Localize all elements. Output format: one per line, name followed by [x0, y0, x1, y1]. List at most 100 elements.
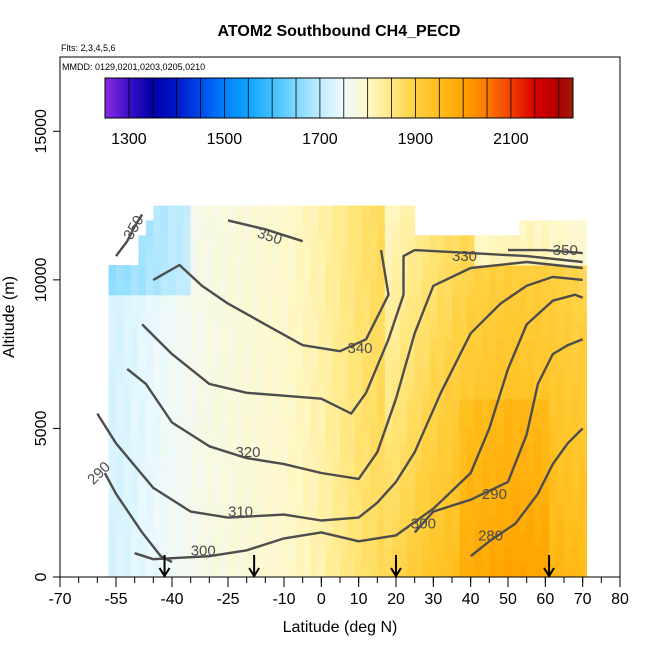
heatmap-cell	[429, 443, 438, 459]
heatmap-cell	[332, 279, 341, 296]
heatmap-cell	[116, 369, 125, 385]
heatmap-cell	[145, 413, 154, 430]
heatmap-cell	[549, 532, 558, 548]
heatmap-cell	[564, 502, 573, 519]
heatmap-cell	[332, 473, 341, 489]
colorbar-swatch	[116, 78, 120, 118]
heatmap-cell	[511, 250, 520, 266]
heatmap-cell	[549, 279, 558, 296]
colorbar-swatch	[549, 78, 553, 118]
heatmap-cell	[213, 487, 222, 504]
heatmap-cell	[242, 398, 251, 415]
colorbar-swatch	[188, 78, 192, 118]
heatmap-cell	[541, 502, 550, 519]
heatmap-cell	[481, 339, 490, 355]
heatmap-cell	[354, 354, 363, 370]
heatmap-cell	[116, 428, 125, 444]
heatmap-cell	[474, 547, 483, 563]
heatmap-cell	[422, 279, 431, 296]
heatmap-cell	[123, 398, 132, 415]
heatmap-cell	[578, 458, 587, 474]
heatmap-cell	[138, 532, 147, 548]
heatmap-cell	[459, 487, 468, 504]
heatmap-cell	[287, 532, 296, 548]
heatmap-cell	[496, 369, 505, 385]
heatmap-cell	[116, 339, 125, 355]
heatmap-cell	[452, 443, 461, 459]
y-tick-label: 15000	[33, 109, 50, 154]
heatmap-cell	[526, 309, 535, 326]
heatmap-cell	[108, 502, 117, 519]
colorbar-swatch	[128, 78, 132, 118]
heatmap-cell	[392, 458, 401, 474]
heatmap-cell	[242, 383, 251, 400]
heatmap-cell	[519, 265, 528, 281]
heatmap-cell	[384, 279, 393, 296]
heatmap-cell	[399, 354, 408, 370]
heatmap-cell	[437, 487, 446, 504]
heatmap-cell	[130, 473, 139, 489]
heatmap-cell	[138, 309, 147, 326]
heatmap-cell	[466, 443, 475, 459]
heatmap-cell	[392, 369, 401, 385]
heatmap-cell	[213, 205, 222, 222]
heatmap-cell	[205, 250, 214, 266]
heatmap-cell	[272, 547, 281, 563]
heatmap-cell	[235, 250, 244, 266]
heatmap-cell	[198, 205, 207, 222]
heatmap-cell	[354, 205, 363, 222]
heatmap-cell	[422, 532, 431, 548]
heatmap-cell	[250, 487, 259, 504]
heatmap-cell	[354, 562, 363, 577]
heatmap-cell	[549, 324, 558, 340]
heatmap-cell	[384, 487, 393, 504]
heatmap-cell	[183, 220, 192, 236]
heatmap-cell	[310, 383, 319, 400]
heatmap-cell	[556, 443, 565, 459]
heatmap-cell	[213, 339, 222, 355]
heatmap-cell	[123, 547, 132, 563]
heatmap-cell	[377, 428, 386, 444]
heatmap-cell	[130, 354, 139, 370]
heatmap-cell	[153, 279, 162, 296]
heatmap-cell	[295, 458, 304, 474]
heatmap-cell	[190, 398, 199, 415]
heatmap-cell	[571, 235, 580, 251]
heatmap-cell	[160, 324, 169, 340]
heatmap-cell	[578, 398, 587, 415]
heatmap-cell	[511, 413, 520, 430]
heatmap-cell	[108, 294, 117, 311]
heatmap-cell	[429, 383, 438, 400]
heatmap-cell	[205, 502, 214, 519]
heatmap-cell	[556, 473, 565, 489]
colorbar-swatch	[408, 78, 412, 118]
heatmap-cell	[347, 383, 356, 400]
heatmap-cell	[556, 458, 565, 474]
heatmap-cell	[541, 354, 550, 370]
colorbar-swatch	[415, 78, 419, 118]
heatmap-cell	[265, 562, 274, 577]
heatmap-cell	[302, 279, 311, 296]
heatmap-cell	[541, 265, 550, 281]
heatmap-cell	[265, 532, 274, 548]
colorbar-swatch	[222, 78, 225, 118]
colorbar-tick-label: 1500	[207, 131, 243, 148]
heatmap-cell	[235, 205, 244, 222]
x-tick-label: 80	[611, 591, 629, 608]
heatmap-cell	[287, 547, 296, 563]
heatmap-cell	[489, 354, 498, 370]
heatmap-cell	[302, 205, 311, 222]
colorbar-swatch	[250, 78, 254, 118]
colorbar-swatch	[159, 78, 163, 118]
heatmap-cell	[325, 309, 334, 326]
heatmap-cell	[504, 279, 513, 296]
heatmap-cell	[534, 220, 543, 236]
heatmap-cell	[272, 220, 281, 236]
heatmap-cell	[108, 487, 117, 504]
heatmap-cell	[116, 532, 125, 548]
heatmap-cell	[459, 250, 468, 266]
heatmap-cell	[444, 443, 453, 459]
heatmap-cell	[429, 354, 438, 370]
heatmap-cell	[571, 473, 580, 489]
heatmap-cell	[228, 324, 237, 340]
